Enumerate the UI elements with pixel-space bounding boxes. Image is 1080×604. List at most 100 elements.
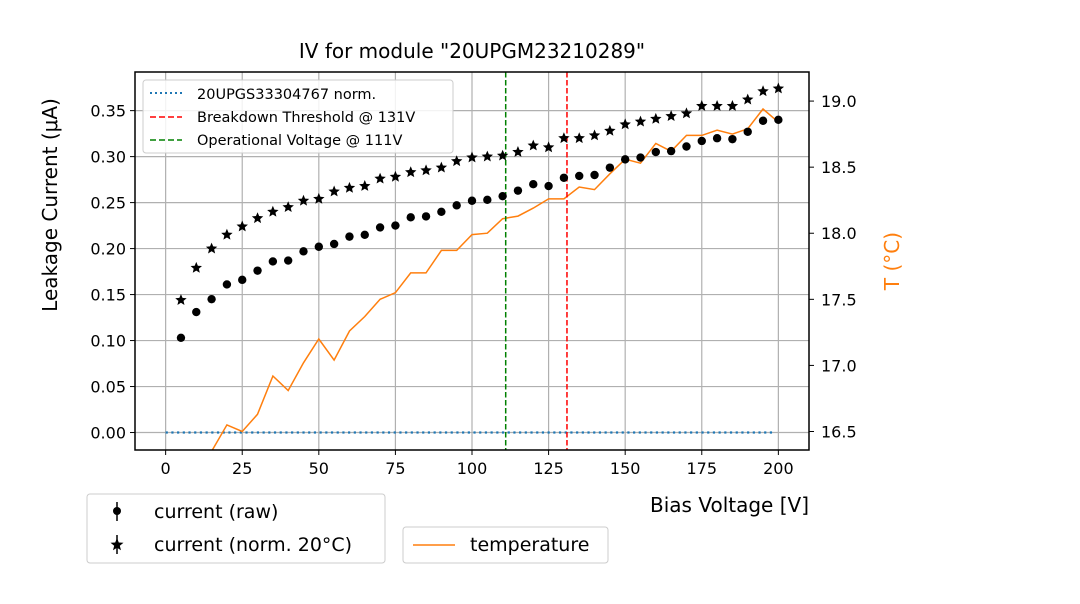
x-tick-label: 25 bbox=[232, 459, 252, 478]
temperature-line bbox=[211, 107, 779, 450]
raw-current-point bbox=[483, 195, 492, 205]
raw-current-point bbox=[283, 256, 293, 265]
norm-current-point bbox=[374, 172, 386, 184]
legend-current: current (raw) current (norm. 20°C) bbox=[86, 493, 386, 564]
norm-current-point bbox=[619, 118, 631, 130]
legend-item-norm: current (norm. 20°C) bbox=[110, 534, 352, 556]
legend-item-breakdown: Breakdown Threshold @ 131V bbox=[150, 110, 415, 126]
y-axis-right: 16.5 17.0 17.5 18.0 18.5 19.0 bbox=[809, 92, 857, 441]
norm-current-point bbox=[450, 155, 463, 167]
norm-current-point bbox=[466, 151, 478, 163]
legend-item-operational: Operational Voltage @ 111V bbox=[150, 133, 402, 149]
x-axis-label: Bias Voltage [V] bbox=[650, 493, 809, 517]
raw-current-point bbox=[467, 196, 477, 205]
raw-current-point bbox=[360, 230, 369, 239]
y-tick-label: 0.30 bbox=[90, 148, 126, 167]
raw-current-point bbox=[329, 239, 339, 249]
y-tick-label: 0.25 bbox=[90, 194, 126, 213]
norm-current-point bbox=[236, 220, 248, 232]
raw-current-point bbox=[176, 333, 186, 342]
norm-current-point bbox=[221, 228, 233, 240]
legend-label: temperature bbox=[470, 534, 589, 556]
raw-current-point bbox=[682, 142, 691, 151]
norm-current-point bbox=[420, 164, 432, 176]
y-tick-label: 0.15 bbox=[90, 286, 126, 305]
legend-inner: 20UPGS33304767 norm. Breakdown Threshold… bbox=[142, 79, 454, 154]
grid bbox=[135, 72, 809, 450]
y-tick-label: 0.00 bbox=[90, 424, 126, 443]
norm-current-point bbox=[558, 132, 570, 144]
norm-current-point bbox=[282, 201, 294, 213]
raw-current-point bbox=[559, 173, 569, 182]
raw-current-point bbox=[421, 212, 431, 221]
raw-current-point bbox=[636, 153, 645, 162]
norm-current-point bbox=[542, 141, 555, 153]
norm-current-point bbox=[175, 294, 187, 305]
y-tick-label: 0.35 bbox=[90, 102, 126, 121]
raw-current-point bbox=[728, 134, 737, 144]
norm-current-point bbox=[772, 82, 785, 94]
raw-current-point bbox=[575, 171, 584, 181]
legend-item-raw: current (raw) bbox=[113, 501, 278, 523]
raw-current-point bbox=[222, 280, 232, 289]
norm-current-point bbox=[359, 180, 371, 191]
raw-current-point bbox=[590, 170, 599, 180]
norm-current-point bbox=[634, 115, 647, 127]
raw-current-point bbox=[268, 257, 278, 266]
raw-current-point bbox=[758, 116, 768, 125]
legend-label: current (raw) bbox=[154, 501, 278, 523]
norm-current-point bbox=[313, 192, 325, 204]
legend-label: 20UPGS33304767 norm. bbox=[197, 87, 376, 103]
raw-current-point bbox=[743, 127, 752, 136]
x-tick-label: 125 bbox=[533, 459, 564, 478]
x-axis: 0 25 50 75 100 125 150 175 200 bbox=[161, 450, 794, 478]
norm-current-point bbox=[389, 170, 402, 182]
norm-current-point bbox=[757, 85, 769, 97]
raw-current-point bbox=[253, 266, 262, 275]
norm-current-point bbox=[742, 93, 754, 105]
y-tick-label: 0.05 bbox=[90, 378, 126, 397]
y-tick-label: 0.20 bbox=[90, 240, 126, 259]
x-tick-label: 150 bbox=[610, 459, 641, 478]
x-tick-label: 200 bbox=[763, 459, 794, 478]
legend-label: Operational Voltage @ 111V bbox=[197, 133, 402, 149]
y2-axis-label: T (°C) bbox=[880, 232, 904, 291]
norm-current-point bbox=[297, 194, 310, 206]
raw-current-point bbox=[345, 232, 354, 241]
norm-current-point bbox=[726, 100, 739, 111]
raw-current-point bbox=[299, 247, 308, 256]
raw-current-point bbox=[391, 221, 400, 230]
x-tick-label: 175 bbox=[686, 459, 717, 478]
norm-current-point bbox=[251, 212, 264, 224]
raw-current-point bbox=[314, 242, 324, 251]
raw-current-point bbox=[666, 146, 676, 156]
raw-current-point bbox=[498, 191, 507, 201]
x-tick-label: 50 bbox=[309, 459, 329, 478]
raw-current-point bbox=[605, 163, 615, 172]
norm-current-point bbox=[512, 146, 524, 157]
norm-current-point bbox=[588, 129, 601, 141]
legend-item-reference: 20UPGS33304767 norm. bbox=[150, 87, 376, 103]
y2-tick-label: 18.5 bbox=[821, 158, 857, 177]
raw-current-point bbox=[651, 147, 661, 157]
y2-tick-label: 18.0 bbox=[821, 224, 857, 243]
x-tick-label: 75 bbox=[385, 459, 405, 478]
norm-current-point bbox=[435, 161, 448, 173]
norm-current-point bbox=[696, 100, 708, 111]
y2-tick-label: 16.5 bbox=[821, 422, 857, 441]
x-tick-label: 100 bbox=[457, 459, 488, 478]
raw-current-point bbox=[544, 181, 553, 191]
raw-current-point bbox=[712, 134, 722, 143]
raw-current-point bbox=[452, 201, 461, 210]
norm-current-point bbox=[328, 185, 340, 197]
raw-current-point bbox=[697, 136, 706, 146]
raw-current-point bbox=[529, 180, 538, 189]
raw-current-point bbox=[513, 186, 523, 195]
legend-label: Breakdown Threshold @ 131V bbox=[197, 110, 415, 126]
legend-temperature: temperature bbox=[402, 526, 609, 564]
raw-current-point bbox=[192, 307, 201, 317]
y-axis-left: 0.00 0.05 0.10 0.15 0.20 0.25 0.30 0.35 bbox=[90, 102, 135, 443]
norm-current-point bbox=[190, 261, 202, 273]
norm-current-point bbox=[573, 132, 585, 144]
plot-content bbox=[165, 72, 785, 450]
